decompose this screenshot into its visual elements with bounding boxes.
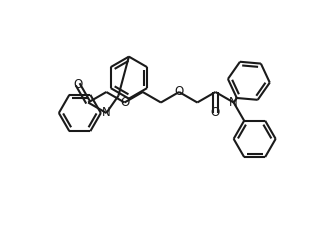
Text: O: O [73, 78, 82, 91]
Text: O: O [211, 106, 220, 120]
Text: N: N [229, 96, 238, 109]
Text: O: O [120, 96, 129, 109]
Text: O: O [175, 85, 184, 99]
Text: N: N [102, 106, 111, 120]
